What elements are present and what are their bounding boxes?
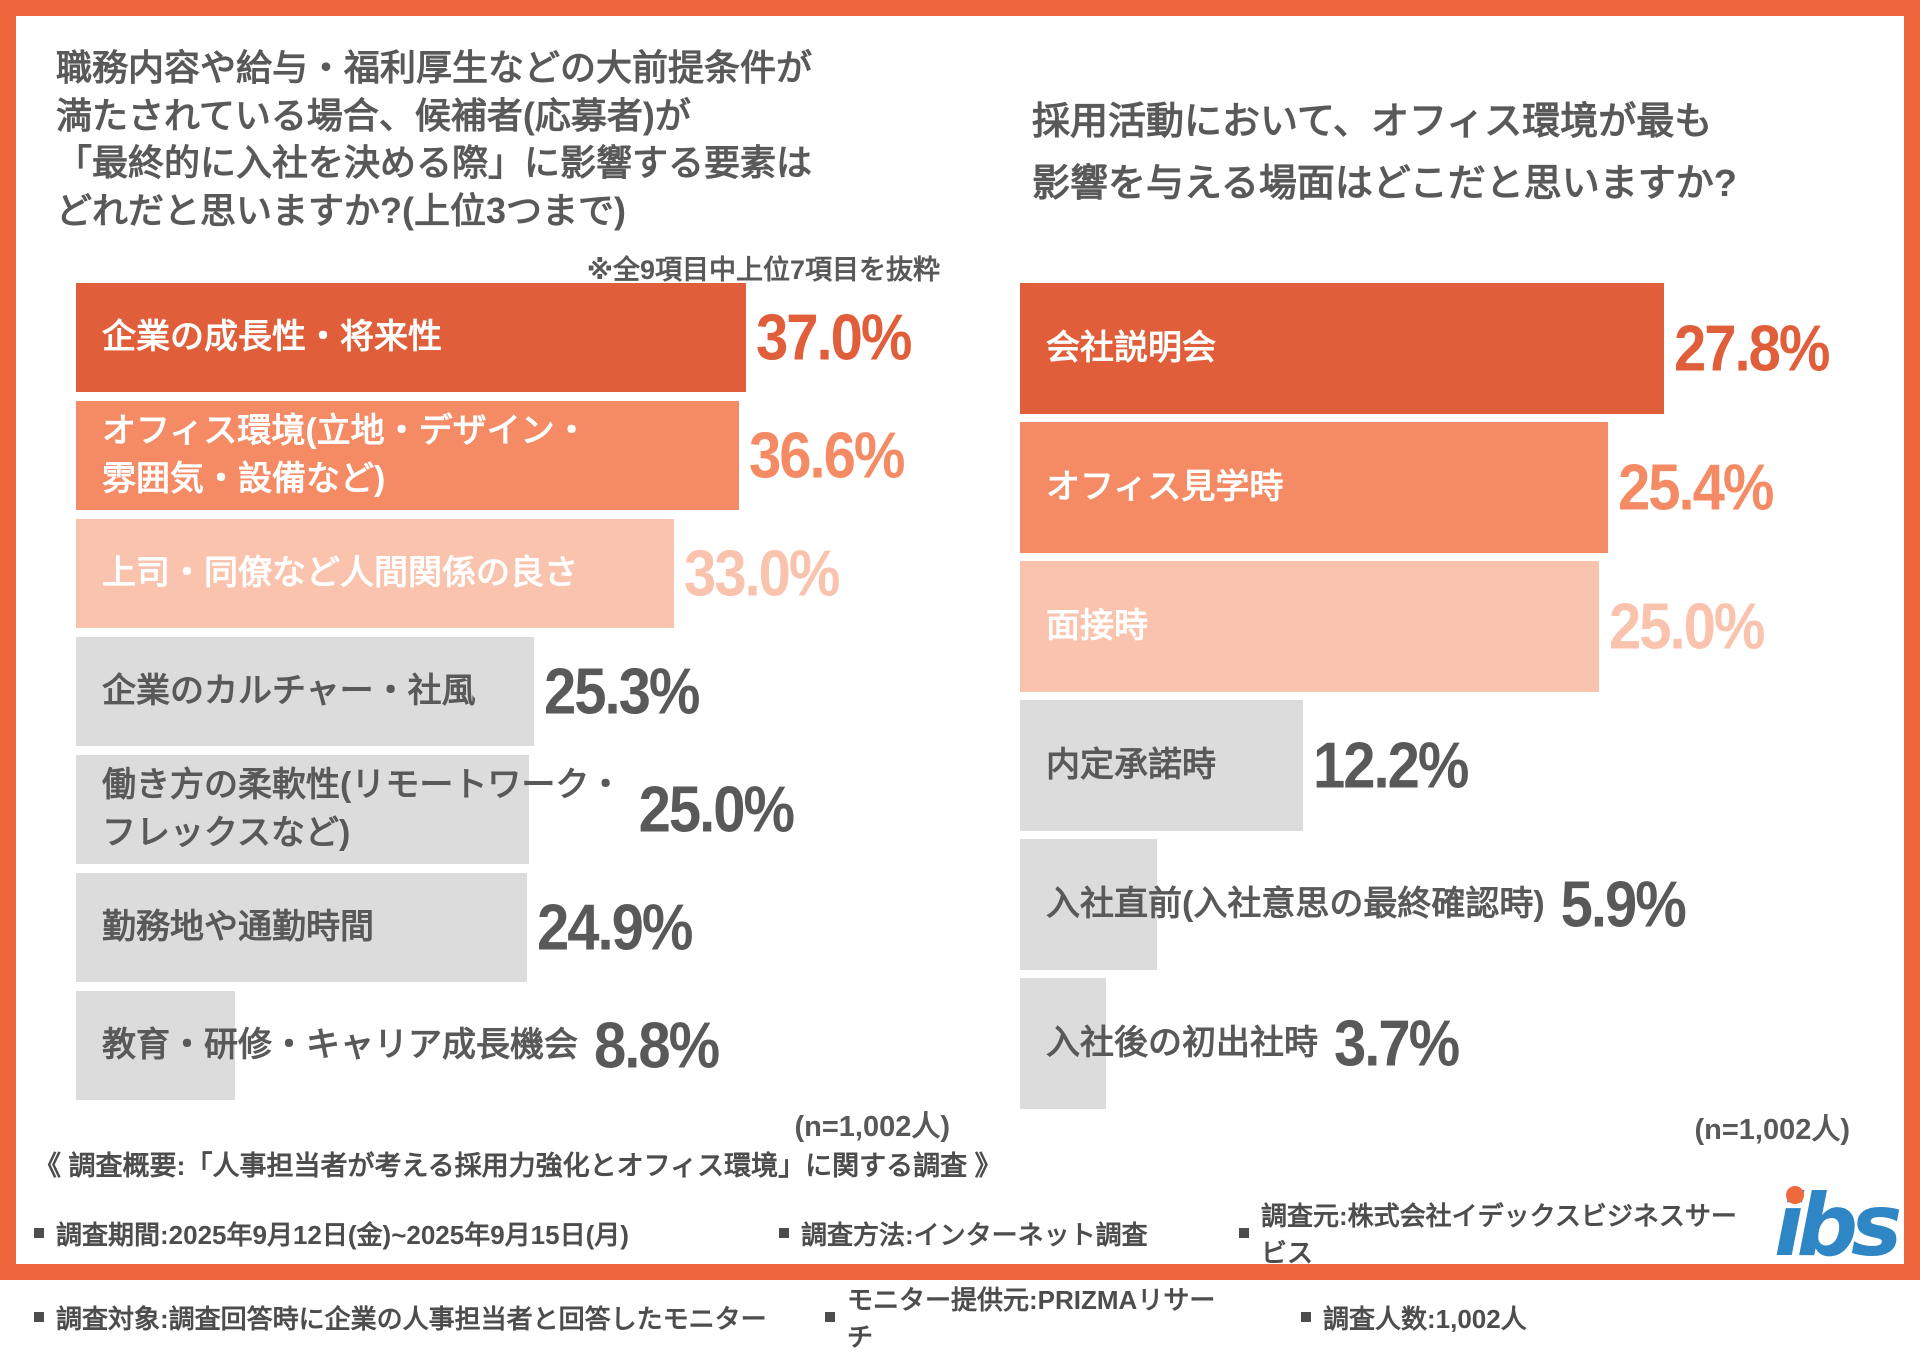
bar-labelbox: 入社後の初出社時 [1020, 1020, 1324, 1068]
bar-row: オフィス見学時 25.4% [1020, 422, 1900, 553]
bar-row: 会社説明会 27.8% [1020, 283, 1900, 414]
bar [1020, 839, 1157, 970]
bar-row: 入社後の初出社時 3.7% [1020, 978, 1900, 1109]
bar-value: 3.7% [1334, 1007, 1460, 1080]
right-sample-size: (n=1,002人) [1694, 1114, 1850, 1146]
survey-detail-item: 調査元:株式会社イデックスビジネスサービス [1239, 1196, 1754, 1270]
bar-value: 5.9% [1560, 868, 1687, 941]
bar-label: オフィス見学時 [1046, 467, 1284, 506]
bar-label: 働き方の柔軟性(リモートワーク・ フレックスなど) [102, 765, 623, 852]
bar-labelbox: 面接時 [1020, 603, 1599, 651]
bar-value: 8.8% [594, 1009, 720, 1082]
bar-label: 上司・同僚など人間関係の良さ [102, 553, 578, 592]
bar-row: 入社直前(入社意思の最終確認時) 5.9% [1020, 839, 1900, 970]
bar-row: 上司・同僚など人間関係の良さ 33.0% [76, 519, 976, 628]
bar-value: 36.6% [749, 419, 905, 492]
bar [76, 991, 235, 1100]
bar-value: 25.3% [544, 655, 700, 728]
bar-label: 企業の成長性・将来性 [102, 317, 442, 356]
bar-labelbox: 教育・研修・キャリア成長機会 [76, 1022, 584, 1070]
survey-detail-item: 調査人数:1,002人 [1239, 1280, 1754, 1354]
bar [1020, 422, 1608, 553]
bar-labelbox: オフィス環境(立地・デザイン・ 雰囲気・設備など) [76, 408, 739, 503]
bar-row: 企業のカルチャー・社風 25.3% [76, 637, 976, 746]
bar-labelbox: 入社直前(入社意思の最終確認時) [1020, 881, 1551, 929]
bar-label: 入社直前(入社意思の最終確認時) [1046, 884, 1545, 923]
bar-row: 面接時 25.0% [1020, 561, 1900, 692]
bar-row: 教育・研修・キャリア成長機会 8.8% [76, 991, 976, 1100]
survey-overview-heading: 《 調査概要:「人事担当者が考える採用力強化とオフィス環境」に関する調査 》 [34, 1151, 1002, 1181]
bar-value: 25.0% [638, 773, 795, 846]
survey-overview-items: 調査期間:2025年9月12日(金)~2025年9月15日(月) 調査方法:インタ… [34, 1196, 1754, 1354]
bar [76, 873, 527, 982]
square-bullet-icon [1239, 1228, 1249, 1238]
left-chart-bars: 企業の成長性・将来性 37.0% オフィス環境(立地・デザイン・ 雰囲気・設備など)… [76, 283, 976, 1109]
bar-label: 入社後の初出社時 [1046, 1023, 1318, 1062]
bar [76, 519, 674, 628]
square-bullet-icon [779, 1228, 789, 1238]
bar [1020, 561, 1599, 692]
bar-row: 働き方の柔軟性(リモートワーク・ フレックスなど) 25.0% [76, 755, 976, 864]
bar [76, 283, 746, 392]
logo-dot-icon [1786, 1186, 1804, 1204]
bar-row: 内定承諾時 12.2% [1020, 700, 1900, 831]
ibs-logo: ibs [1774, 1178, 1902, 1274]
bar-value: 12.2% [1313, 729, 1469, 802]
left-chart-title: 職務内容や給与・福利厚生などの大前提条件が 満たされている場合、候補者(応募者)… [56, 47, 813, 231]
survey-detail-item: 調査対象:調査回答時に企業の人事担当者と回答したモニター [34, 1280, 779, 1354]
bar-label: オフィス環境(立地・デザイン・ 雰囲気・設備など) [102, 411, 589, 498]
bar [76, 401, 739, 510]
bar-value: 27.8% [1674, 312, 1830, 385]
bar-label: 内定承諾時 [1046, 745, 1216, 784]
bar [1020, 978, 1106, 1109]
bar [76, 755, 529, 864]
bar [1020, 700, 1303, 831]
square-bullet-icon [1301, 1312, 1311, 1322]
bar-labelbox: 企業のカルチャー・社風 [76, 668, 534, 716]
bar-row: 企業の成長性・将来性 37.0% [76, 283, 976, 392]
bar-row: オフィス環境(立地・デザイン・ 雰囲気・設備など) 36.6% [76, 401, 976, 510]
bar-value: 24.9% [537, 891, 693, 964]
bar-label: 面接時 [1046, 606, 1148, 645]
bar-value: 33.0% [684, 537, 840, 610]
bar-value: 37.0% [756, 301, 912, 374]
bar-label: 勤務地や通勤時間 [102, 907, 374, 946]
bar-labelbox: 会社説明会 [1020, 325, 1664, 373]
bar-label: 企業のカルチャー・社風 [102, 671, 476, 710]
survey-detail-item: 調査期間:2025年9月12日(金)~2025年9月15日(月) [34, 1196, 779, 1270]
bar-labelbox: 上司・同僚など人間関係の良さ [76, 550, 674, 598]
right-chart-title: 採用活動において、オフィス環境が最も 影響を与える場面はどこだと思いますか? [1032, 101, 1737, 205]
bar [76, 637, 534, 746]
bar-labelbox: 内定承諾時 [1020, 742, 1303, 790]
square-bullet-icon [825, 1312, 835, 1322]
bar-label: 教育・研修・キャリア成長機会 [102, 1025, 578, 1064]
right-chart-bars: 会社説明会 27.8% オフィス見学時 25.4% 面接時 25.0% 内定承諾時 12.2%… [1020, 283, 1900, 1117]
square-bullet-icon [34, 1228, 44, 1238]
bar-labelbox: オフィス見学時 [1020, 464, 1608, 512]
bar-labelbox: 働き方の柔軟性(リモートワーク・ フレックスなど) [76, 762, 629, 857]
left-chart-note: ※全9項目中上位7項目を抜粋 [586, 255, 940, 285]
survey-detail-item: モニター提供元:PRIZMAリサーチ [779, 1280, 1239, 1354]
square-bullet-icon [34, 1312, 44, 1322]
left-sample-size: (n=1,002人) [794, 1111, 950, 1143]
bar-labelbox: 企業の成長性・将来性 [76, 314, 746, 362]
bar [1020, 283, 1664, 414]
bar-labelbox: 勤務地や通勤時間 [76, 904, 527, 952]
bar-label: 会社説明会 [1046, 328, 1216, 367]
bar-row: 勤務地や通勤時間 24.9% [76, 873, 976, 982]
bar-value: 25.0% [1609, 590, 1765, 663]
survey-overview: 《 調査概要:「人事担当者が考える採用力強化とオフィス環境」に関する調査 》 調… [34, 1144, 1754, 1354]
bar-value: 25.4% [1618, 451, 1774, 524]
survey-detail-item: 調査方法:インターネット調査 [779, 1196, 1239, 1270]
